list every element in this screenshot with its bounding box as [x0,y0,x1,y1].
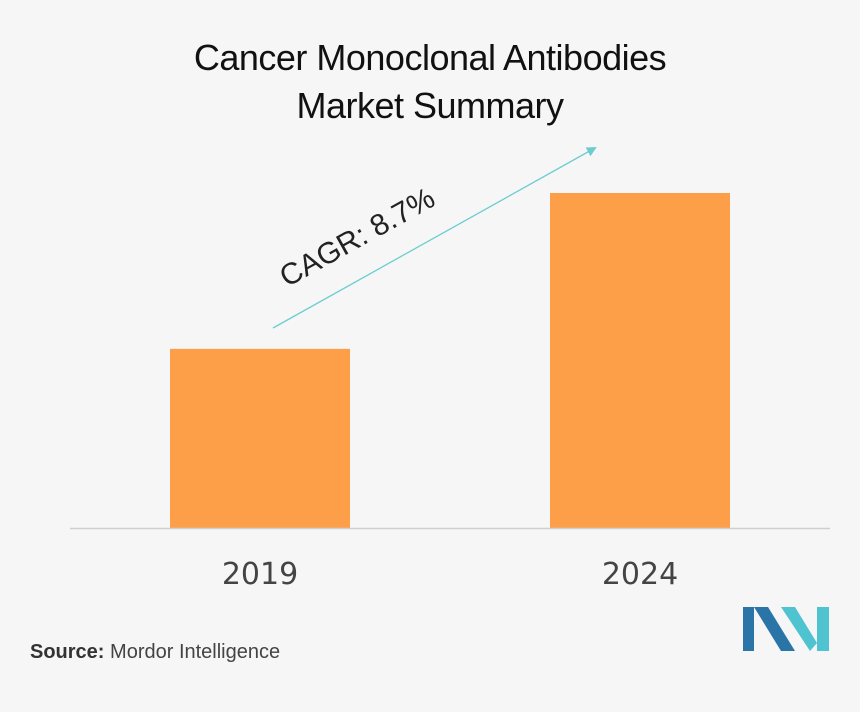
source-note: Source: Mordor Intelligence [30,641,280,664]
source-label: Source: [30,641,105,663]
x-tick-label: 2024 [602,557,678,592]
x-tick-label: 2019 [222,557,298,592]
logo-left-bar-icon [743,607,754,651]
logo-right-bar-icon [817,607,829,651]
source-text: Mordor Intelligence [110,641,281,663]
logo-diagonal-2-icon [781,607,817,651]
cagr-annotation: CAGR: 8.7% [274,182,440,294]
bar-2024 [550,193,730,528]
mordor-logo-icon [743,607,829,651]
logo-diagonal-icon [754,607,795,651]
bar-2019 [170,348,350,528]
cagr-arrow [272,147,597,329]
chart-title-line-2: Market Summary [296,85,564,126]
chart-title-line-1: Cancer Monoclonal Antibodies [193,37,667,78]
